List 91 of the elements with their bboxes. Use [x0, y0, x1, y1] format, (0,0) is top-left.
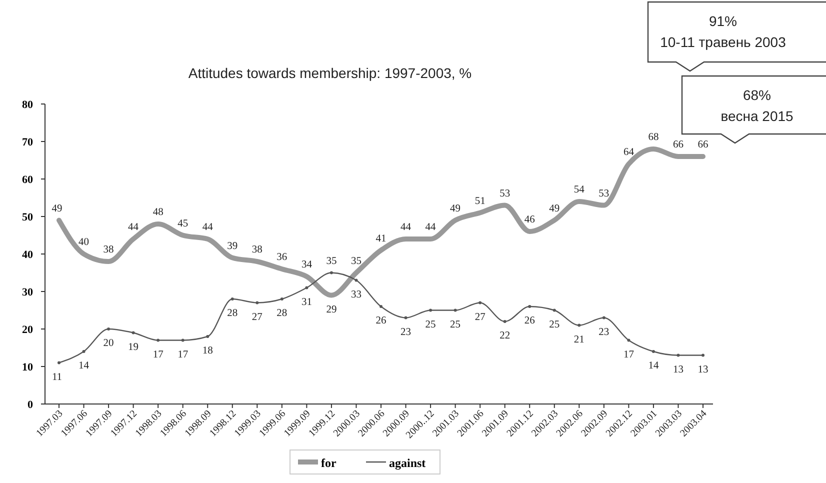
y-tick-label: 0 — [28, 399, 34, 411]
data-label: 53 — [598, 188, 610, 200]
data-label: 49 — [52, 203, 62, 214]
point — [305, 286, 308, 290]
y-tick-label: 10 — [22, 362, 34, 374]
data-label: 49 — [450, 203, 461, 214]
point — [280, 298, 284, 300]
data-label: 17 — [623, 349, 634, 360]
data-label: 22 — [500, 330, 510, 342]
data-label: 36 — [276, 252, 288, 263]
point — [181, 338, 184, 342]
point — [578, 324, 581, 327]
data-label: 34 — [301, 260, 313, 270]
legend-label: for — [321, 456, 337, 470]
data-label: 28 — [276, 308, 288, 319]
data-label: 51 — [474, 196, 486, 207]
data-label: 35 — [350, 256, 362, 267]
data-label: 38 — [103, 244, 114, 256]
data-label: 44 — [202, 222, 214, 233]
data-label: 13 — [672, 364, 684, 376]
data-label: 45 — [178, 218, 188, 230]
point — [132, 331, 135, 334]
data-label: 40 — [78, 237, 90, 248]
data-label: 26 — [376, 316, 386, 326]
data-label: 25 — [450, 319, 461, 330]
point — [404, 316, 408, 320]
data-label: 21 — [574, 334, 584, 346]
legend-label: against — [389, 456, 426, 470]
data-label: 25 — [549, 319, 560, 330]
y-tick-label: 40 — [22, 249, 34, 261]
data-label: 27 — [474, 312, 486, 323]
point — [503, 320, 506, 323]
data-label: 23 — [400, 326, 412, 338]
point — [58, 361, 60, 364]
point — [602, 316, 606, 320]
data-label: 49 — [549, 203, 560, 214]
point — [206, 335, 210, 338]
data-label: 29 — [326, 304, 337, 316]
point — [156, 338, 160, 342]
chart-title: Attitudes towards membership: 1997-2003, % — [188, 65, 472, 81]
point — [478, 301, 482, 304]
y-tick-label: 20 — [22, 324, 34, 336]
data-label: 14 — [78, 360, 90, 372]
data-label: 66 — [672, 140, 684, 150]
data-label: 14 — [648, 360, 660, 372]
data-label: 38 — [252, 244, 262, 256]
data-label: 13 — [698, 364, 708, 376]
data-label: 25 — [425, 319, 436, 330]
data-label: 11 — [52, 372, 62, 383]
point — [354, 278, 358, 282]
data-label: 35 — [326, 256, 337, 267]
y-tick-label: 80 — [22, 99, 34, 111]
text: 68% весна 2015 — [720, 87, 794, 124]
data-label: 46 — [524, 214, 535, 226]
data-label: 26 — [524, 316, 535, 326]
data-label: 31 — [301, 296, 312, 308]
y-tick-label: 60 — [22, 174, 34, 186]
data-label: 39 — [227, 240, 238, 252]
data-label: 54 — [574, 184, 586, 196]
data-label: 28 — [227, 308, 238, 319]
point — [82, 350, 86, 353]
y-tick-label: 50 — [22, 212, 34, 224]
data-label: 64 — [623, 147, 635, 158]
data-label: 33 — [350, 289, 362, 300]
data-label: 27 — [252, 312, 262, 323]
data-label: 44 — [128, 222, 140, 233]
data-label: 17 — [152, 349, 164, 360]
data-label: 23 — [598, 326, 610, 338]
point — [429, 308, 432, 312]
data-label: 44 — [425, 222, 437, 233]
data-label: 20 — [103, 338, 114, 349]
data-label: 19 — [128, 342, 139, 353]
point — [256, 301, 259, 304]
point — [627, 338, 630, 342]
data-label: 41 — [376, 233, 386, 244]
point — [454, 308, 457, 312]
point — [330, 271, 333, 274]
data-label: 17 — [178, 349, 188, 360]
data-label: 68 — [648, 132, 659, 143]
point — [676, 354, 680, 357]
data-label: 44 — [400, 222, 412, 233]
point — [552, 308, 556, 312]
point — [230, 298, 234, 300]
data-label: 18 — [202, 346, 213, 356]
data-label: 66 — [698, 140, 708, 150]
point — [702, 354, 704, 357]
y-tick-label: 30 — [22, 286, 34, 298]
y-tick-label: 70 — [22, 136, 34, 148]
data-label: 48 — [152, 207, 164, 218]
data-label: 53 — [500, 188, 510, 200]
text: 91% 10-11 травень 2003 — [660, 13, 786, 50]
